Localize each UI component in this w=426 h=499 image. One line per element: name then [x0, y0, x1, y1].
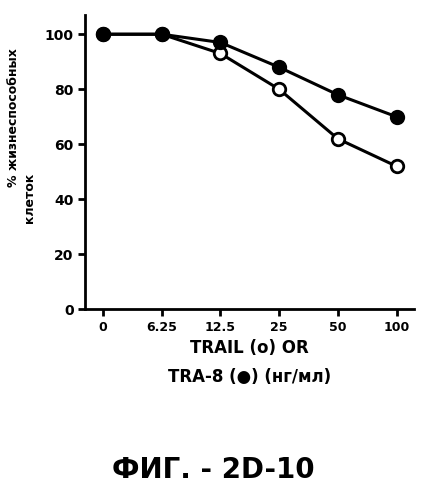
Text: TRA-8 (●) (нг/мл): TRA-8 (●) (нг/мл): [168, 368, 331, 386]
Text: % жизнеспособных: % жизнеспособных: [6, 48, 20, 188]
Text: TRAIL (o) OR: TRAIL (o) OR: [190, 339, 308, 357]
Text: ФИГ. - 2D-10: ФИГ. - 2D-10: [112, 456, 314, 484]
Text: клеток: клеток: [23, 172, 36, 223]
